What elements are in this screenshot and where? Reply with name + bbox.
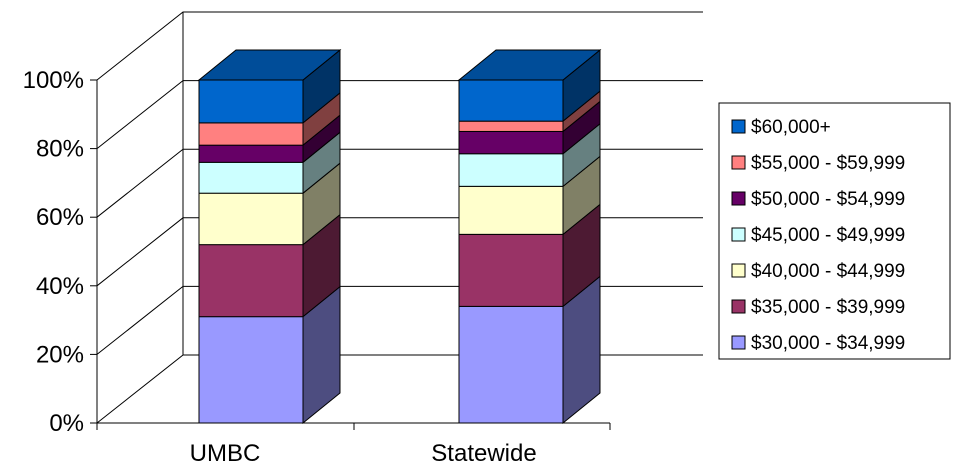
bar-segment [458, 120, 564, 132]
legend-label: $55,000 - $59,999 [751, 153, 905, 174]
bar-segment [198, 161, 304, 194]
bar-segment [198, 122, 304, 146]
bar-segment [458, 153, 564, 187]
gridlines [96, 11, 703, 355]
legend-swatch [731, 155, 746, 170]
legend-label: $45,000 - $49,999 [751, 225, 905, 246]
legend-label: $40,000 - $44,999 [751, 261, 905, 282]
bar-segment [198, 144, 304, 163]
legend-label: $30,000 - $34,999 [751, 333, 905, 354]
y-axis-ticks: 0% 20% 40% 60% 80% 100% [23, 67, 97, 437]
bar-segment [458, 130, 564, 155]
legend-box [718, 102, 951, 360]
legend-swatch [731, 227, 746, 242]
legend-label: $50,000 - $54,999 [751, 189, 905, 210]
legend-swatch [731, 119, 746, 134]
y-tick-label: 60% [36, 204, 84, 231]
legend-swatch [731, 299, 746, 314]
legend-label: $35,000 - $39,999 [751, 297, 905, 318]
category-label: Statewide [431, 440, 536, 467]
x-axis: UMBC Statewide [96, 423, 611, 467]
y-tick-label: 20% [36, 341, 84, 368]
bar-top [197, 49, 342, 81]
gridline [96, 285, 703, 355]
bar-top [457, 49, 602, 81]
bar-segment [198, 316, 304, 424]
bar-segment [198, 79, 304, 124]
category-label: UMBC [190, 440, 261, 467]
bar-segment [198, 244, 304, 318]
side-wall [96, 12, 184, 425]
legend-label: $60,000+ [751, 117, 831, 138]
bar-segment [458, 79, 564, 122]
bar-segment [458, 305, 564, 424]
gridline [96, 148, 703, 218]
y-tick-label: 40% [36, 273, 84, 300]
legend-swatch [731, 335, 746, 350]
legend-swatch [731, 191, 746, 206]
gridline [96, 80, 703, 149]
y-tick-label: 80% [36, 136, 84, 163]
gridline [96, 11, 703, 81]
legend-swatch [731, 263, 746, 278]
bar-segment [198, 192, 304, 246]
y-tick-label: 0% [49, 410, 84, 437]
legend: $60,000+ $55,000 - $59,999 $50,000 - $54,9… [718, 102, 951, 360]
bar-segment [458, 185, 564, 235]
y-tick-label: 100% [23, 67, 84, 94]
gridline [96, 217, 703, 287]
bar-segment [458, 233, 564, 307]
bar-stacks [197, 48, 602, 425]
